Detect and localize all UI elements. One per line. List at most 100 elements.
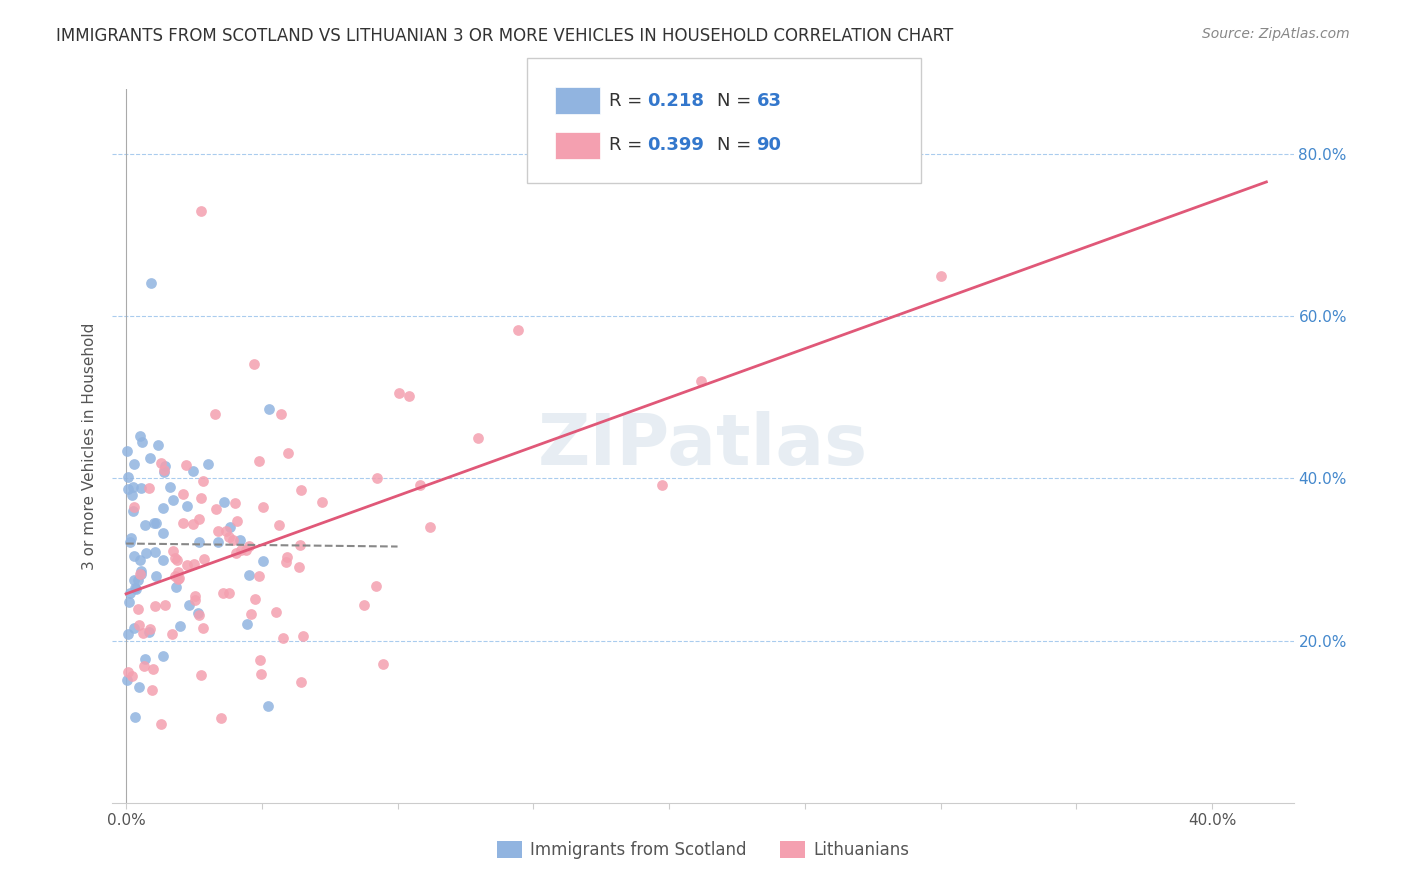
Point (257, 401, 280, 416)
Point (145, 516, 167, 531)
Point (225, 515, 247, 529)
Point (152, 553, 174, 567)
Point (276, 550, 298, 565)
Point (127, 573, 149, 587)
Point (290, 675, 312, 690)
Point (121, 488, 143, 502)
Point (243, 591, 266, 606)
Text: 0.399: 0.399 (647, 136, 703, 154)
Point (353, 598, 375, 612)
Point (132, 625, 155, 640)
Text: N =: N = (717, 136, 751, 154)
Point (249, 653, 271, 667)
Point (183, 464, 205, 478)
Point (153, 463, 176, 477)
Point (176, 558, 198, 572)
Point (134, 651, 156, 665)
Point (132, 658, 155, 673)
Point (366, 471, 388, 485)
Point (129, 429, 152, 443)
Point (145, 545, 167, 559)
Point (277, 446, 299, 460)
Point (169, 619, 191, 633)
Point (122, 457, 145, 471)
Point (153, 598, 176, 612)
Point (388, 385, 411, 400)
Point (190, 203, 212, 218)
Point (419, 520, 441, 534)
Point (148, 438, 170, 452)
Point (166, 553, 188, 567)
Point (231, 543, 253, 558)
Point (131, 435, 153, 450)
Point (238, 567, 260, 582)
Point (128, 566, 150, 581)
Point (121, 669, 143, 683)
Point (290, 483, 312, 497)
Point (145, 569, 167, 583)
Point (190, 668, 212, 682)
Point (172, 486, 194, 500)
Point (138, 625, 160, 640)
Point (122, 504, 145, 518)
Point (129, 553, 152, 567)
Point (252, 554, 274, 568)
Point (129, 567, 152, 582)
Point (197, 457, 219, 471)
Point (187, 512, 209, 526)
Point (142, 516, 165, 530)
Point (120, 585, 142, 599)
Point (138, 622, 160, 636)
Point (117, 665, 139, 679)
Point (222, 533, 245, 547)
Point (165, 568, 187, 582)
Point (165, 550, 187, 565)
Point (238, 540, 260, 554)
Point (224, 496, 246, 510)
Point (371, 657, 394, 672)
Point (267, 517, 290, 532)
Point (122, 480, 145, 494)
Point (174, 458, 197, 472)
Text: 0.218: 0.218 (647, 92, 704, 110)
Legend: Immigrants from Scotland, Lithuanians: Immigrants from Scotland, Lithuanians (491, 834, 915, 866)
Point (409, 477, 432, 491)
Point (212, 495, 235, 509)
Point (150, 717, 173, 731)
Point (207, 535, 229, 549)
Point (271, 632, 294, 646)
Point (152, 500, 174, 515)
Point (187, 606, 209, 620)
Point (138, 451, 160, 466)
Point (214, 524, 236, 538)
Point (165, 580, 187, 594)
Point (117, 482, 139, 496)
Point (257, 699, 280, 714)
Point (176, 499, 198, 513)
Point (162, 492, 184, 507)
Point (135, 546, 157, 560)
Point (129, 481, 152, 495)
Point (118, 535, 141, 549)
Point (118, 595, 141, 609)
Point (153, 459, 176, 474)
Point (243, 357, 266, 371)
Point (218, 530, 240, 544)
Point (117, 470, 139, 484)
Point (127, 602, 149, 616)
Point (218, 586, 240, 600)
Point (193, 552, 215, 566)
Text: IMMIGRANTS FROM SCOTLAND VS LITHUANIAN 3 OR MORE VEHICLES IN HOUSEHOLD CORRELATI: IMMIGRANTS FROM SCOTLAND VS LITHUANIAN 3… (56, 27, 953, 45)
Text: Source: ZipAtlas.com: Source: ZipAtlas.com (1202, 27, 1350, 41)
Point (167, 571, 190, 585)
Point (128, 617, 150, 632)
Point (247, 569, 270, 583)
Point (247, 454, 270, 468)
Point (288, 538, 311, 552)
Point (162, 543, 184, 558)
Point (184, 589, 207, 603)
Point (183, 557, 205, 571)
Point (129, 564, 152, 578)
Point (141, 683, 163, 698)
Point (152, 649, 174, 664)
